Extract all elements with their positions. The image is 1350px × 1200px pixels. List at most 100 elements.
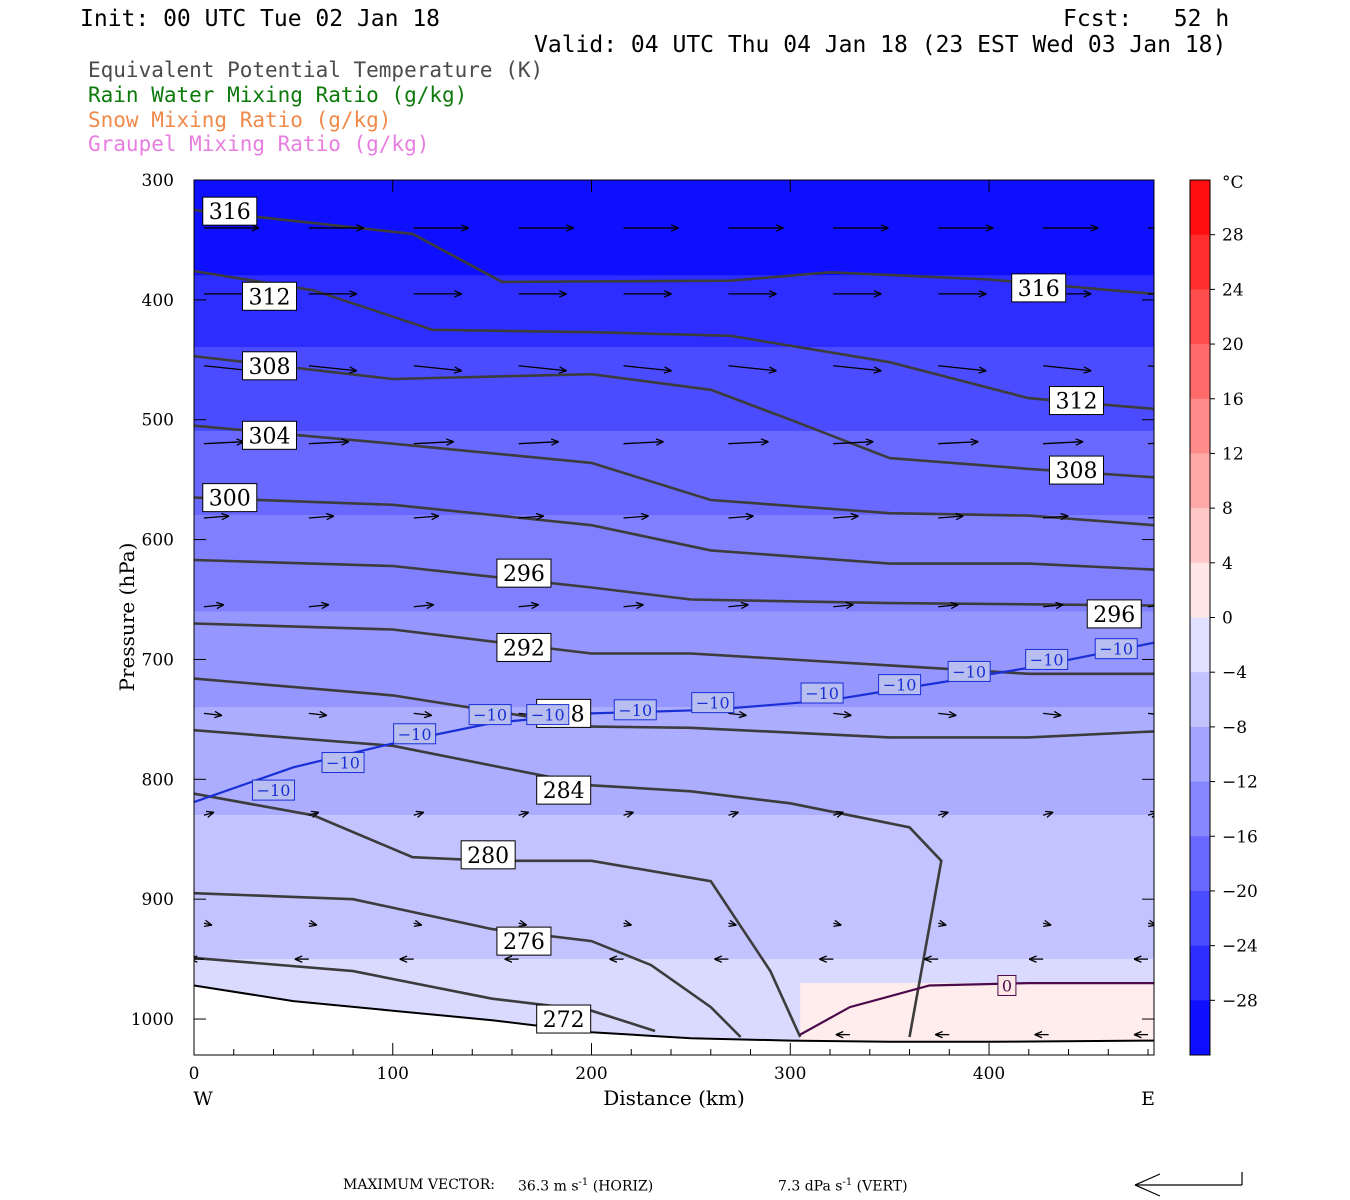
wind-vector [1133, 955, 1149, 963]
isotherm-label: −10 [1099, 640, 1133, 659]
isotherm-label: −10 [473, 706, 507, 725]
wind-vector [623, 919, 632, 928]
theta-e-contour-276 [194, 891, 742, 1038]
temp-band-7 [194, 815, 1154, 960]
colorbar-swatch [1190, 453, 1210, 509]
wind-vector [1042, 810, 1054, 818]
wind-vector [728, 810, 739, 818]
wind-vector [1147, 605, 1154, 608]
legend-rain-water: Rain Water Mixing Ratio (g/kg) [88, 83, 468, 107]
wind-vector [308, 224, 365, 232]
wind-vector [728, 710, 747, 719]
reference-vector-icon [1134, 1172, 1243, 1197]
colorbar-swatch [1190, 508, 1210, 564]
wind-vector [194, 955, 204, 963]
wind-vector [609, 955, 624, 963]
isotherm-label: −10 [952, 662, 986, 681]
wind-vector [623, 810, 634, 818]
theta-e-label: 312 [249, 285, 291, 310]
wind-vector [308, 710, 328, 719]
theta-e-contour-272 [194, 956, 656, 1033]
theta-e-label-box [1086, 599, 1142, 629]
wind-vector [308, 919, 318, 928]
wind-vector [1148, 293, 1154, 295]
theta-e-label-box [496, 632, 552, 662]
wind-vector [203, 710, 223, 719]
y-tick-label: 600 [142, 531, 174, 551]
wind-vector [413, 224, 469, 232]
colorbar-swatch [1190, 781, 1210, 837]
y-axis-label: Pressure (hPa) [115, 543, 139, 692]
wind-vector [623, 290, 672, 298]
theta-e-contour-284 [194, 728, 943, 1038]
wind-vector [308, 438, 350, 446]
wind-vector [1043, 438, 1084, 446]
wind-vector [1042, 919, 1052, 928]
wind-vector [308, 512, 335, 521]
wind-vector [623, 512, 649, 521]
wind-vector [728, 438, 769, 446]
isotherm-label-box [468, 704, 512, 726]
theta-e-contour-280 [194, 792, 802, 1038]
wind-vector [833, 290, 882, 298]
x-east-label: E [1141, 1088, 1155, 1110]
colorbar-swatch [1190, 672, 1210, 728]
wind-vector [819, 955, 834, 963]
theta-e-label: 280 [467, 844, 509, 869]
isotherm-label-box [613, 699, 657, 721]
wind-vector [1147, 810, 1154, 818]
wind-vector [1043, 601, 1064, 610]
theta-e-label-box [242, 351, 298, 381]
wind-vector [728, 290, 777, 298]
terrain-line [194, 984, 1154, 1043]
init-time: Init: 00 UTC Tue 02 Jan 18 [80, 6, 441, 32]
wind-vector [413, 438, 455, 446]
colorbar-tick-label: −4 [1222, 663, 1247, 683]
temp-band-1 [194, 275, 1154, 348]
max-vector-horiz: 36.3 m s-1 (HORIZ) [518, 1177, 654, 1195]
colorbar-swatch [1190, 836, 1210, 892]
wind-vector [203, 512, 230, 521]
wind-vector [1147, 919, 1154, 928]
terrain-mask [194, 985, 1154, 1055]
y-tick-label: 400 [142, 291, 174, 311]
wind-vector [518, 224, 574, 232]
temp-band-5 [194, 611, 1154, 708]
wind-vector [938, 512, 964, 521]
wind-vector [518, 438, 559, 446]
x-tick-label: 100 [377, 1064, 409, 1084]
colorbar-tick-label: −24 [1222, 937, 1258, 957]
theta-e-label-box [460, 840, 516, 870]
theta-e-label-box [1048, 455, 1104, 485]
y-tick-label: 900 [142, 890, 174, 910]
wind-vector [1043, 224, 1099, 232]
wind-vector [938, 810, 949, 818]
wind-vector [833, 512, 859, 521]
legend-theta-e: Equivalent Potential Temperature (K) [88, 58, 544, 82]
theta-e-contour-296 [194, 558, 1154, 607]
isotherm-zero [799, 982, 1154, 1036]
y-tick-label: 800 [142, 770, 174, 790]
wind-vector [623, 438, 664, 446]
colorbar-tick-label: −12 [1222, 773, 1258, 793]
isotherm-label-box [252, 779, 296, 801]
isotherm-label: −10 [1030, 650, 1064, 669]
wind-vector [1043, 710, 1062, 719]
colorbar-tick-label: −16 [1222, 827, 1258, 847]
wind-vector [294, 955, 309, 963]
wind-vector [518, 290, 567, 298]
wind-vector [714, 955, 729, 963]
theta-e-label: 304 [249, 424, 291, 449]
wind-vector [308, 810, 320, 818]
wind-vector [938, 919, 947, 928]
wind-vector [518, 601, 539, 610]
forecast-hour: Fcst: 52 h [1063, 6, 1230, 32]
theta-e-label: 272 [543, 1008, 585, 1033]
y-tick-label: 700 [142, 650, 174, 670]
colorbar-swatch [1190, 562, 1210, 618]
wind-vector [518, 365, 567, 374]
theta-e-contour-304 [194, 424, 1154, 527]
wind-vector [413, 512, 440, 521]
colorbar-swatch [1190, 289, 1210, 345]
